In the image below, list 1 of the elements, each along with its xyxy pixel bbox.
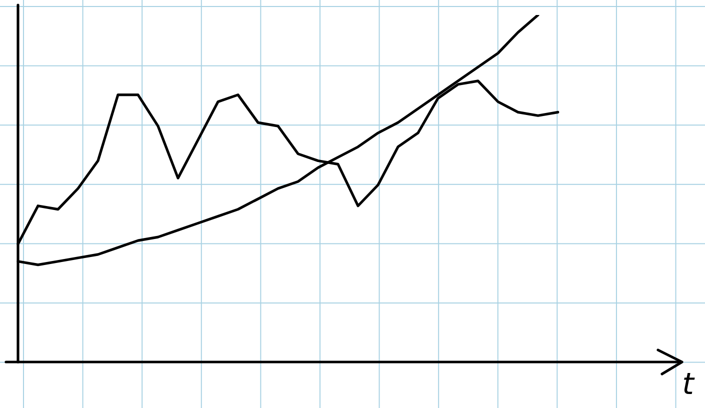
x-axis-title: t (682, 366, 696, 402)
